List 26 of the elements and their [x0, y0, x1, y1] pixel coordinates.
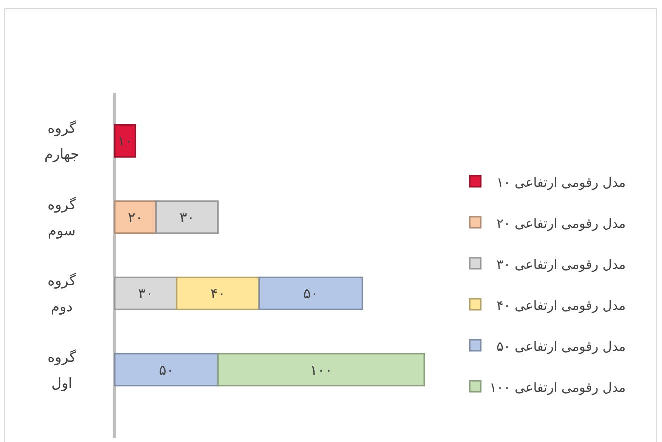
- bar: [114, 200, 158, 234]
- legend-label: مدل رقومی ارتفاعی ۲۰: [496, 217, 626, 232]
- y-tick-label: گروه اول: [48, 348, 77, 392]
- legend-label: مدل رقومی ارتفاعی ۱۰۰: [490, 381, 626, 396]
- data-label: ۵۰: [159, 362, 174, 379]
- data-label: ۴۰: [210, 286, 226, 303]
- legend-label: مدل رقومی ارتفاعی ۳۰: [496, 258, 626, 273]
- y-tick-label: گروه سوم: [48, 196, 77, 240]
- data-label: ۳۰: [138, 286, 154, 303]
- bar: [217, 353, 426, 387]
- data-label: ۲۰: [128, 210, 144, 226]
- bar: [114, 124, 136, 158]
- bar: [114, 276, 178, 310]
- bar: [156, 200, 219, 234]
- data-label: ۱۰۰: [310, 362, 333, 379]
- bar: [258, 276, 364, 310]
- y-tick-label: گروه دوم: [48, 272, 77, 316]
- bar: [176, 276, 260, 310]
- legend-label: مدل رقومی ارتفاعی ۵۰: [496, 340, 626, 355]
- legend-label: مدل رقومی ارتفاعی ۱۰: [496, 176, 626, 191]
- data-label: ۳۰: [180, 210, 195, 226]
- bar: [114, 353, 219, 387]
- y-tick-label: گروه جهارم: [44, 120, 80, 164]
- data-label: ۱۰: [118, 134, 133, 150]
- legend-label: مدل رقومی ارتفاعی ۴۰: [496, 299, 626, 314]
- data-label: ۵۰: [304, 286, 319, 303]
